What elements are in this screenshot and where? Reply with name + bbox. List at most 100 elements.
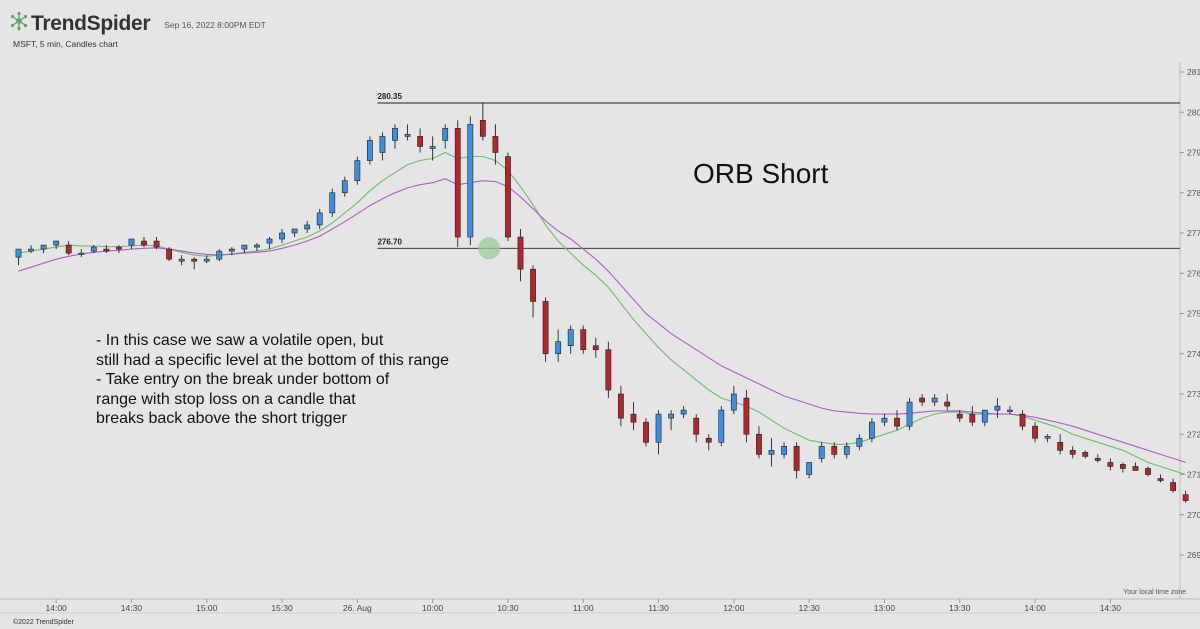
candle-down (693, 417, 700, 435)
y-tick-label: 269.00 (1187, 550, 1200, 560)
level-label: 280.35 (377, 92, 402, 101)
candle-up (40, 244, 47, 250)
candle-up (655, 413, 662, 443)
candle-up (341, 180, 348, 194)
candle-up (392, 128, 398, 141)
candle-down (1069, 450, 1076, 455)
y-tick-label: 270.00 (1187, 510, 1200, 520)
y-tick-label: 278.00 (1187, 188, 1200, 198)
candle-down (605, 349, 612, 391)
candle-down (643, 421, 649, 443)
candle-down (1157, 478, 1164, 481)
candle-up (906, 401, 913, 427)
candle-up (994, 405, 1001, 411)
candle-up (266, 238, 273, 244)
candle-up (241, 244, 248, 250)
x-tick-label: 26. Aug (343, 603, 372, 613)
candle-up (254, 244, 260, 248)
x-tick-label: 12:00 (723, 603, 745, 613)
candle-down (1032, 425, 1038, 439)
candle-up (78, 252, 85, 255)
candle-up (567, 329, 574, 347)
candle-down (65, 244, 72, 254)
candle-down (153, 240, 160, 248)
candle-up (15, 248, 22, 258)
candle-up (1007, 409, 1013, 412)
candle-up (806, 462, 813, 475)
x-tick-label: 13:00 (874, 603, 896, 613)
candle-down (542, 301, 549, 355)
candle-down (1182, 494, 1189, 501)
x-tick-label: 14:30 (121, 603, 143, 613)
candle-down (743, 397, 750, 435)
candle-up (366, 140, 373, 161)
candle-down (1094, 458, 1101, 461)
candle-down (756, 433, 762, 455)
candle-up (467, 124, 474, 238)
candle-down (617, 393, 624, 419)
candle-up (856, 437, 863, 447)
candle-down (1019, 413, 1026, 427)
candle-up (354, 160, 361, 181)
candle-up (881, 417, 888, 423)
candle-down (956, 413, 963, 419)
candle-up (379, 136, 386, 153)
ema-slow-line (18, 178, 1186, 463)
candle-down (1082, 452, 1089, 457)
candle-up (203, 258, 210, 262)
y-tick-label: 281.00 (1187, 67, 1200, 77)
candle-up (304, 224, 311, 230)
candle-up (291, 228, 298, 234)
candle-up (329, 192, 336, 214)
candle-down (166, 248, 172, 260)
candle-up (868, 421, 875, 439)
candle-down (103, 248, 110, 252)
candle-up (216, 250, 223, 260)
candle-down (530, 268, 536, 302)
candle-up (316, 212, 323, 226)
candle-up (781, 446, 787, 455)
candle-up (1044, 435, 1051, 439)
candle-down (116, 246, 122, 250)
candle-up (718, 409, 725, 443)
y-tick-label: 275.00 (1187, 309, 1200, 319)
y-tick-label: 280.00 (1187, 107, 1200, 117)
candle-down (479, 120, 486, 137)
timezone-note: Your local time zone (1123, 589, 1186, 596)
candle-up (818, 446, 825, 459)
candle-up (730, 393, 737, 411)
candle-up (279, 232, 285, 240)
candle-down (1145, 468, 1151, 475)
candle-down (492, 136, 499, 153)
x-tick-label: 14:30 (1100, 603, 1122, 613)
candle-up (128, 238, 135, 246)
candle-up (90, 246, 97, 252)
candle-down (454, 128, 461, 238)
candle-down (592, 345, 599, 351)
annotation-notes: - In this case we saw a volatile open, b… (96, 331, 516, 429)
annotation-note-line: still had a specific level at the bottom… (96, 351, 450, 369)
candle-down (705, 437, 712, 443)
candle-down (894, 417, 900, 427)
annotation-note-line: range with stop loss on a candle that (96, 390, 356, 408)
candle-up (53, 240, 60, 246)
candle-up (768, 450, 775, 455)
brand-name: TrendSpider (31, 11, 151, 35)
y-tick-label: 271.00 (1187, 470, 1200, 480)
chart-date: Sep 16, 2022 8:00PM EDT (164, 20, 266, 30)
candle-down (1120, 464, 1126, 469)
x-tick-label: 15:00 (196, 603, 218, 613)
x-tick-label: 11:30 (648, 603, 669, 613)
annotation-title: ORB Short (693, 158, 829, 189)
candle-down (831, 446, 838, 455)
trendspider-logo-icon (10, 11, 28, 36)
candle-down (505, 156, 511, 238)
chart-subtitle: MSFT, 5 min, Candles chart (13, 39, 118, 49)
candle-up (404, 134, 411, 137)
x-tick-label: 10:00 (422, 603, 444, 613)
y-tick-label: 274.00 (1187, 349, 1200, 359)
candle-up (668, 413, 674, 419)
candle-down (944, 401, 951, 407)
